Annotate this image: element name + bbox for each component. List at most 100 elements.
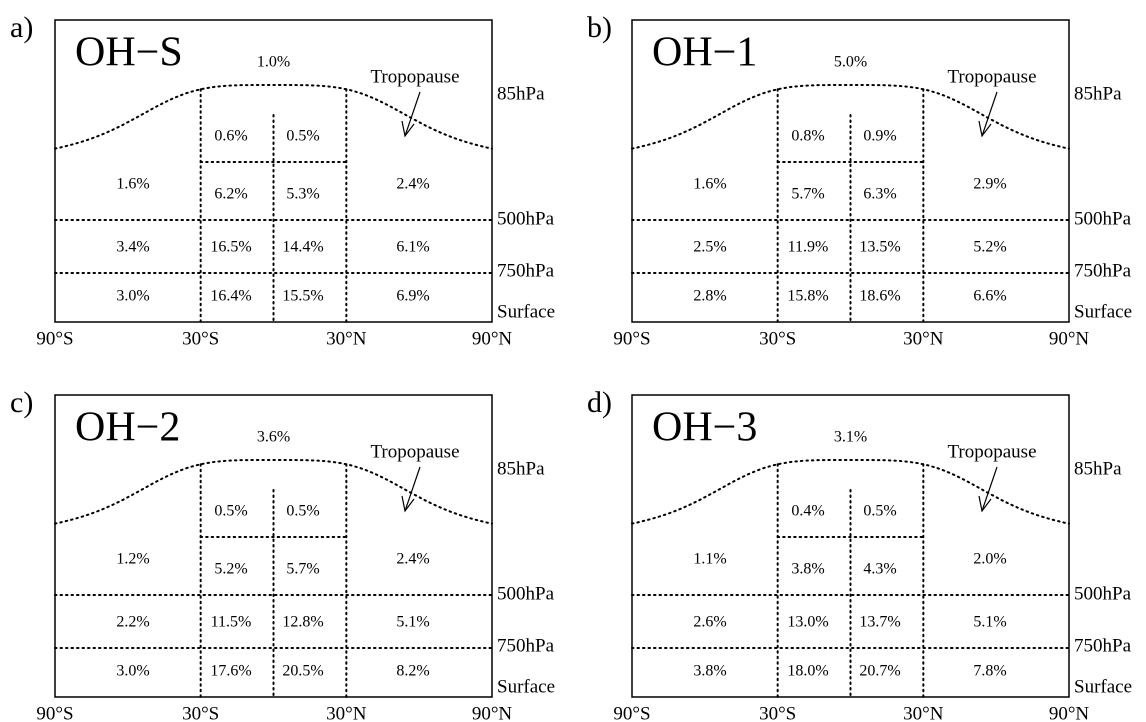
- cell-value: 5.7%: [791, 186, 824, 203]
- cell-value: 0.4%: [791, 503, 824, 520]
- cell-value: 5.2%: [973, 239, 1006, 256]
- cell-value: 5.1%: [973, 614, 1006, 631]
- cell-value: 6.9%: [396, 288, 429, 305]
- cell-value: 2.6%: [693, 614, 726, 631]
- cell-value: 13.7%: [859, 614, 900, 631]
- cell-value: 3.8%: [693, 663, 726, 680]
- level-label: 500hPa: [1074, 208, 1132, 229]
- cell-value: 1.1%: [693, 551, 726, 568]
- level-label: 750hPa: [497, 260, 555, 281]
- arrow-head: [401, 120, 415, 138]
- cell-value: 3.0%: [116, 663, 149, 680]
- lat-label: 90°N: [1049, 328, 1090, 349]
- panel-letter: b): [587, 11, 612, 44]
- cell-value: 3.0%: [116, 288, 149, 305]
- level-label: 500hPa: [1074, 583, 1132, 604]
- level-label: 750hPa: [1074, 635, 1132, 656]
- cell-value: 16.5%: [210, 239, 251, 256]
- peak-value: 5.0%: [834, 54, 867, 71]
- cell-value: 2.5%: [693, 239, 726, 256]
- cell-value: 18.0%: [787, 663, 828, 680]
- cell-value: 2.4%: [396, 176, 429, 193]
- lat-label: 30°N: [903, 328, 944, 349]
- level-label: 500hPa: [497, 583, 555, 604]
- tropopause-label: Tropopause: [370, 441, 459, 462]
- cell-value: 0.8%: [791, 128, 824, 145]
- arrow-head: [401, 495, 415, 513]
- cell-value: 20.5%: [282, 663, 323, 680]
- cell-value: 11.5%: [211, 614, 252, 631]
- cell-value: 13.5%: [859, 239, 900, 256]
- lat-label: 30°S: [759, 328, 796, 349]
- tropopause-label: Tropopause: [947, 441, 1036, 462]
- panel-title: OH−2: [75, 405, 180, 451]
- peak-value: 3.6%: [257, 429, 290, 446]
- panel-frame: [54, 19, 493, 323]
- cell-value: 5.3%: [286, 186, 319, 203]
- cell-value: 6.1%: [396, 239, 429, 256]
- panel-letter: d): [587, 386, 612, 419]
- lat-label: 90°N: [472, 328, 513, 349]
- cell-value: 0.5%: [286, 503, 319, 520]
- arrow-head: [978, 495, 992, 513]
- lat-label: 90°S: [613, 703, 650, 722]
- level-label: Surface: [1074, 676, 1132, 697]
- level-label: 85hPa: [1074, 83, 1122, 104]
- arrow: [404, 91, 421, 137]
- cell-value: 15.5%: [282, 288, 323, 305]
- tropopause-curve: [631, 84, 1070, 150]
- tropopause-curve: [631, 459, 1070, 525]
- cell-value: 15.8%: [787, 288, 828, 305]
- cell-value: 8.2%: [396, 663, 429, 680]
- panel-letter: a): [10, 11, 33, 44]
- cell-value: 5.7%: [286, 561, 319, 578]
- cell-value: 1.2%: [116, 551, 149, 568]
- lat-label: 90°S: [36, 703, 73, 722]
- panel-title: OH−S: [75, 30, 183, 76]
- cell-value: 2.8%: [693, 288, 726, 305]
- cell-value: 4.3%: [863, 561, 896, 578]
- cell-value: 13.0%: [787, 614, 828, 631]
- panel-frame: [631, 19, 1070, 323]
- arrow: [981, 466, 998, 512]
- lat-label: 30°N: [903, 703, 944, 722]
- arrow: [981, 91, 998, 137]
- panel-title: OH−3: [652, 405, 757, 451]
- cell-value: 14.4%: [282, 239, 323, 256]
- cell-value: 7.8%: [973, 663, 1006, 680]
- level-label: 85hPa: [1074, 458, 1122, 479]
- cell-value: 5.1%: [396, 614, 429, 631]
- lat-label: 90°N: [472, 703, 513, 722]
- lat-label: 30°S: [182, 328, 219, 349]
- panel-frame: [631, 394, 1070, 698]
- cell-value: 0.5%: [214, 503, 247, 520]
- cell-value: 0.6%: [214, 128, 247, 145]
- level-label: 500hPa: [497, 208, 555, 229]
- cell-value: 16.4%: [210, 288, 251, 305]
- cell-value: 3.4%: [116, 239, 149, 256]
- cell-value: 1.6%: [693, 176, 726, 193]
- cell-value: 2.4%: [396, 551, 429, 568]
- tropopause-curve: [54, 84, 493, 150]
- lat-label: 30°N: [326, 328, 367, 349]
- cell-value: 0.5%: [286, 128, 319, 145]
- level-label: 750hPa: [497, 635, 555, 656]
- cell-value: 0.5%: [863, 503, 896, 520]
- cell-value: 2.2%: [116, 614, 149, 631]
- peak-value: 1.0%: [257, 54, 290, 71]
- level-label: Surface: [1074, 301, 1132, 322]
- peak-value: 3.1%: [834, 429, 867, 446]
- cell-value: 1.6%: [116, 176, 149, 193]
- panel-title: OH−1: [652, 30, 757, 76]
- lat-label: 30°N: [326, 703, 367, 722]
- lat-label: 90°S: [36, 328, 73, 349]
- cell-value: 6.6%: [973, 288, 1006, 305]
- panel-frame: [54, 394, 493, 698]
- level-label: 85hPa: [497, 458, 545, 479]
- cell-value: 5.2%: [214, 561, 247, 578]
- cell-value: 0.9%: [863, 128, 896, 145]
- cell-value: 17.6%: [210, 663, 251, 680]
- arrow-head: [978, 120, 992, 138]
- cell-value: 6.3%: [863, 186, 896, 203]
